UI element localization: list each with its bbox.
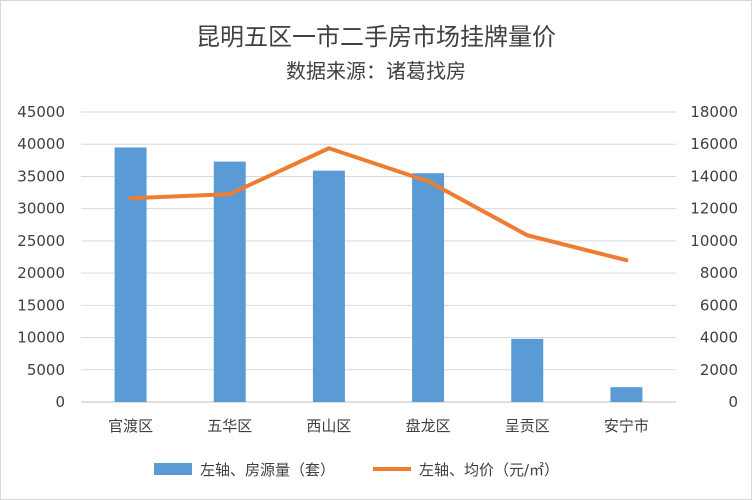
left-tick-label: 30000	[17, 200, 65, 218]
legend: 左轴、房源量（套） 左轴、均价（元/㎡）	[154, 461, 559, 479]
legend-label-bars: 左轴、房源量（套）	[200, 461, 335, 479]
avg-price-line	[128, 146, 629, 263]
bar	[412, 173, 445, 402]
right-tick-label: 6000	[700, 296, 738, 314]
right-tick-label: 2000	[700, 361, 738, 379]
bar	[213, 161, 246, 402]
left-tick-label: 40000	[17, 135, 65, 153]
bar	[610, 387, 643, 402]
right-tick-label: 4000	[700, 329, 738, 347]
line-series	[128, 146, 629, 263]
left-tick-label: 35000	[17, 167, 65, 185]
right-tick-label: 12000	[690, 200, 738, 218]
x-axis: 官渡区 五华区 西山区 盘龙区 呈贡区 安宁市	[108, 417, 649, 435]
x-tick-label: 五华区	[207, 417, 252, 435]
chart-subtitle: 数据来源：诸葛找房	[286, 59, 466, 83]
left-tick-label: 25000	[17, 232, 65, 250]
left-tick-label: 15000	[17, 296, 65, 314]
x-tick-label: 安宁市	[604, 417, 649, 435]
chart-title: 昆明五区一市二手房市场挂牌量价	[196, 23, 556, 51]
left-tick-label: 5000	[27, 361, 65, 379]
bar-series	[114, 147, 643, 402]
left-tick-label: 20000	[17, 264, 65, 282]
right-tick-label: 14000	[690, 167, 738, 185]
bar	[312, 170, 345, 402]
left-tick-label: 0	[55, 393, 65, 411]
left-tick-label: 45000	[17, 103, 65, 121]
right-tick-label: 0	[728, 393, 738, 411]
bar	[511, 338, 544, 402]
x-tick-label: 西山区	[306, 417, 351, 435]
right-tick-label: 18000	[690, 103, 738, 121]
left-tick-label: 10000	[17, 329, 65, 347]
gridlines	[81, 111, 676, 403]
right-tick-label: 10000	[690, 232, 738, 250]
right-tick-label: 8000	[700, 264, 738, 282]
legend-swatch-bars	[154, 463, 192, 475]
left-y-axis: 0 5000 10000 15000 20000 25000 30000 35000 40000…	[17, 103, 65, 411]
right-y-axis: 0 2000 4000 6000 8000 10000 12000 14000 16000 180…	[690, 103, 738, 411]
legend-label-line: 左轴、均价（元/㎡）	[419, 461, 559, 479]
bar	[114, 147, 147, 402]
x-tick-label: 呈贡区	[505, 417, 550, 435]
x-tick-label: 盘龙区	[406, 417, 451, 435]
right-tick-label: 16000	[690, 135, 738, 153]
x-tick-label: 官渡区	[108, 417, 153, 435]
